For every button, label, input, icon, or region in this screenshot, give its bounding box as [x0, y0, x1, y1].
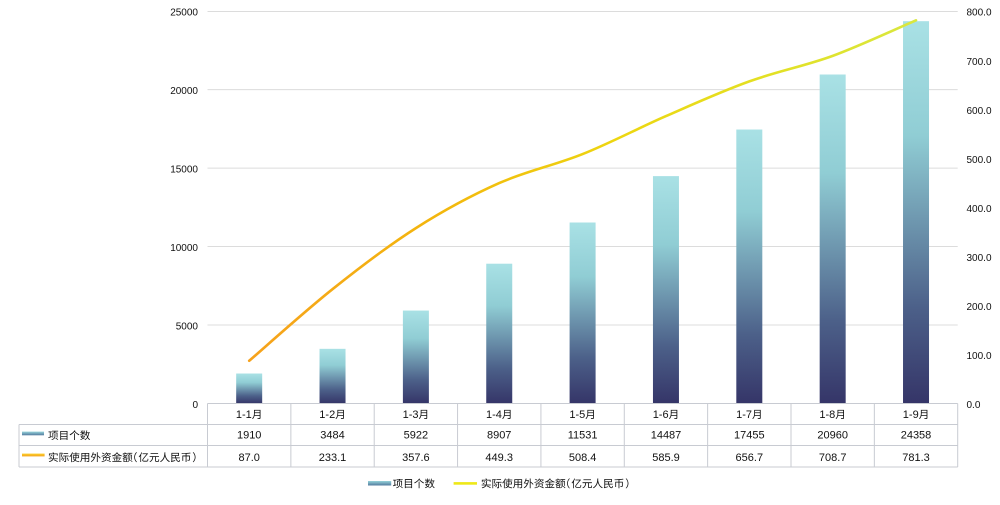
svg-text:781.3: 781.3 — [902, 452, 930, 464]
svg-text:17455: 17455 — [734, 430, 765, 442]
svg-text:100.0: 100.0 — [967, 351, 992, 362]
svg-text:25000: 25000 — [170, 8, 198, 19]
svg-text:700.0: 700.0 — [967, 57, 992, 68]
svg-text:500.0: 500.0 — [967, 155, 992, 166]
svg-text:1-4: 1-4 — [486, 409, 502, 421]
svg-text:357.6: 357.6 — [402, 452, 430, 464]
svg-text:600.0: 600.0 — [967, 106, 992, 117]
svg-text:400.0: 400.0 — [967, 204, 992, 215]
svg-text:800.0: 800.0 — [967, 8, 992, 19]
svg-text:449.3: 449.3 — [485, 452, 513, 464]
svg-text:5922: 5922 — [404, 430, 428, 442]
svg-text:1-2: 1-2 — [319, 409, 335, 421]
svg-text:1-7: 1-7 — [736, 409, 752, 421]
svg-text:1910: 1910 — [237, 430, 261, 442]
svg-text:87.0: 87.0 — [238, 452, 259, 464]
svg-text:1-3: 1-3 — [403, 409, 419, 421]
svg-text:14487: 14487 — [651, 430, 682, 442]
svg-text:24358: 24358 — [901, 430, 932, 442]
svg-text:0.0: 0.0 — [967, 400, 981, 411]
svg-text:585.9: 585.9 — [652, 452, 680, 464]
svg-text:708.7: 708.7 — [819, 452, 847, 464]
svg-text:1-9: 1-9 — [903, 409, 919, 421]
svg-text:1-6: 1-6 — [653, 409, 669, 421]
svg-text:233.1: 233.1 — [319, 452, 347, 464]
svg-text:1-8: 1-8 — [819, 409, 835, 421]
svg-text:200.0: 200.0 — [967, 302, 992, 313]
svg-text:20000: 20000 — [170, 86, 198, 97]
svg-text:1-1: 1-1 — [236, 409, 252, 421]
svg-text:300.0: 300.0 — [967, 253, 992, 264]
svg-text:508.4: 508.4 — [569, 452, 597, 464]
svg-text:11531: 11531 — [568, 430, 598, 442]
svg-text:20960: 20960 — [817, 430, 848, 442]
svg-text:15000: 15000 — [170, 165, 198, 176]
svg-text:656.7: 656.7 — [736, 452, 764, 464]
svg-text:3484: 3484 — [320, 430, 344, 442]
svg-text:1-5: 1-5 — [569, 409, 585, 421]
svg-text:8907: 8907 — [487, 430, 511, 442]
svg-text:0: 0 — [192, 400, 198, 411]
svg-text:5000: 5000 — [176, 322, 199, 333]
svg-text:10000: 10000 — [170, 243, 198, 254]
